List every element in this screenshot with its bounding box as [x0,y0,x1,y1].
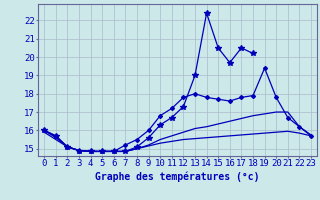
X-axis label: Graphe des températures (°c): Graphe des températures (°c) [95,171,260,182]
